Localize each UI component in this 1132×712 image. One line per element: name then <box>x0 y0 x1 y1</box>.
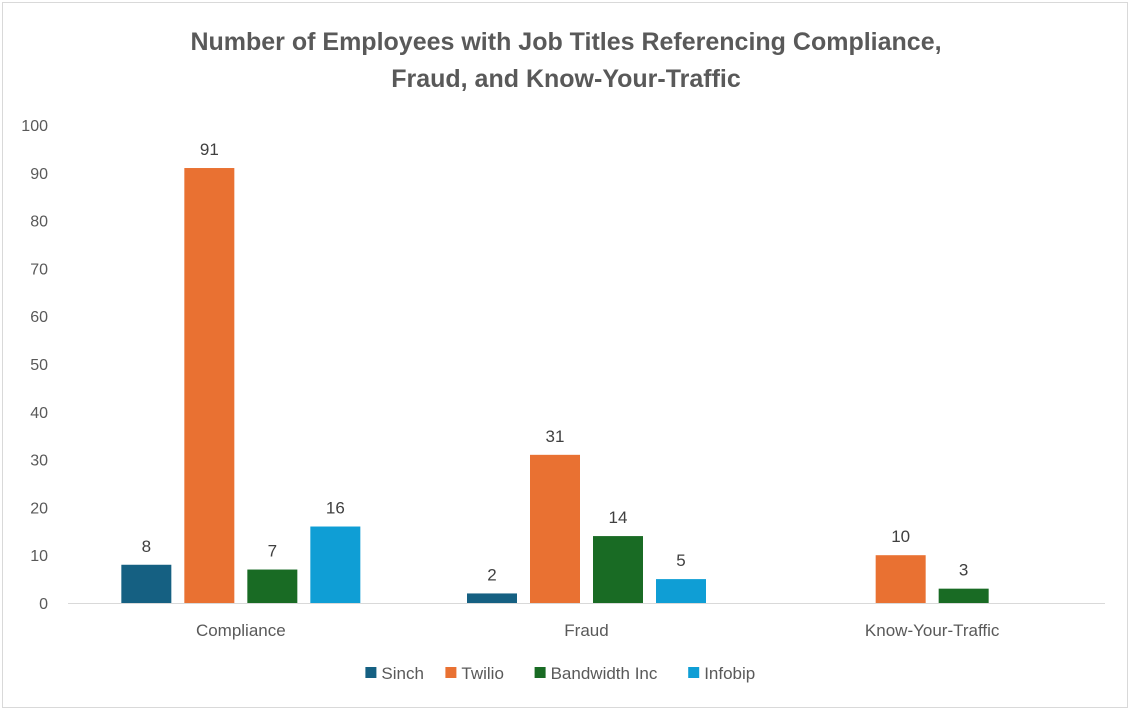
bar-twilio <box>530 454 580 603</box>
data-label: 31 <box>546 427 565 446</box>
bar-bandwidth-inc <box>593 536 643 603</box>
data-label: 10 <box>891 527 910 546</box>
y-tick-label: 40 <box>30 405 48 422</box>
x-tick-label: Fraud <box>564 621 608 640</box>
y-tick-label: 70 <box>30 261 48 278</box>
bar-sinch <box>121 564 172 603</box>
y-tick-label: 90 <box>30 166 48 183</box>
data-label: 5 <box>676 551 685 570</box>
data-label: 14 <box>609 508 628 527</box>
x-tick-label: Compliance <box>196 621 286 640</box>
legend-label: Infobip <box>704 664 755 683</box>
data-label: 16 <box>326 499 345 518</box>
legend-swatch <box>445 667 457 678</box>
legend-label: Sinch <box>381 664 424 683</box>
y-tick-label: 30 <box>30 453 48 470</box>
bar-twilio <box>184 168 235 603</box>
bar-twilio <box>875 555 926 603</box>
bar-infobip <box>310 526 361 603</box>
legend-label: Bandwidth Inc <box>551 664 658 683</box>
y-tick-label: 10 <box>30 548 48 565</box>
legend-swatch <box>534 667 546 678</box>
legend-label: Twilio <box>461 664 504 683</box>
data-label: 8 <box>142 537 151 556</box>
y-tick-label: 100 <box>21 118 48 135</box>
legend-swatch <box>688 667 700 678</box>
y-tick-label: 20 <box>30 500 48 517</box>
y-tick-label: 80 <box>30 214 48 231</box>
x-tick-label: Know-Your-Traffic <box>865 621 1000 640</box>
data-label: 91 <box>200 140 219 159</box>
legend-swatch <box>365 667 377 678</box>
y-tick-label: 50 <box>30 357 48 374</box>
chart-title-line-1: Number of Employees with Job Titles Refe… <box>190 28 942 56</box>
y-tick-label: 60 <box>30 309 48 326</box>
bar-sinch <box>467 593 517 603</box>
data-label: 2 <box>487 565 496 584</box>
bar-infobip <box>656 579 706 603</box>
bar-bandwidth-inc <box>247 569 298 603</box>
data-label: 7 <box>268 542 277 561</box>
data-label: 3 <box>959 561 968 580</box>
chart-title: Number of Employees with Job Titles Refe… <box>0 24 1132 98</box>
bar-bandwidth-inc <box>938 588 989 603</box>
chart-title-line-2: Fraud, and Know-Your-Traffic <box>391 65 741 93</box>
y-tick-label: 0 <box>39 596 48 613</box>
